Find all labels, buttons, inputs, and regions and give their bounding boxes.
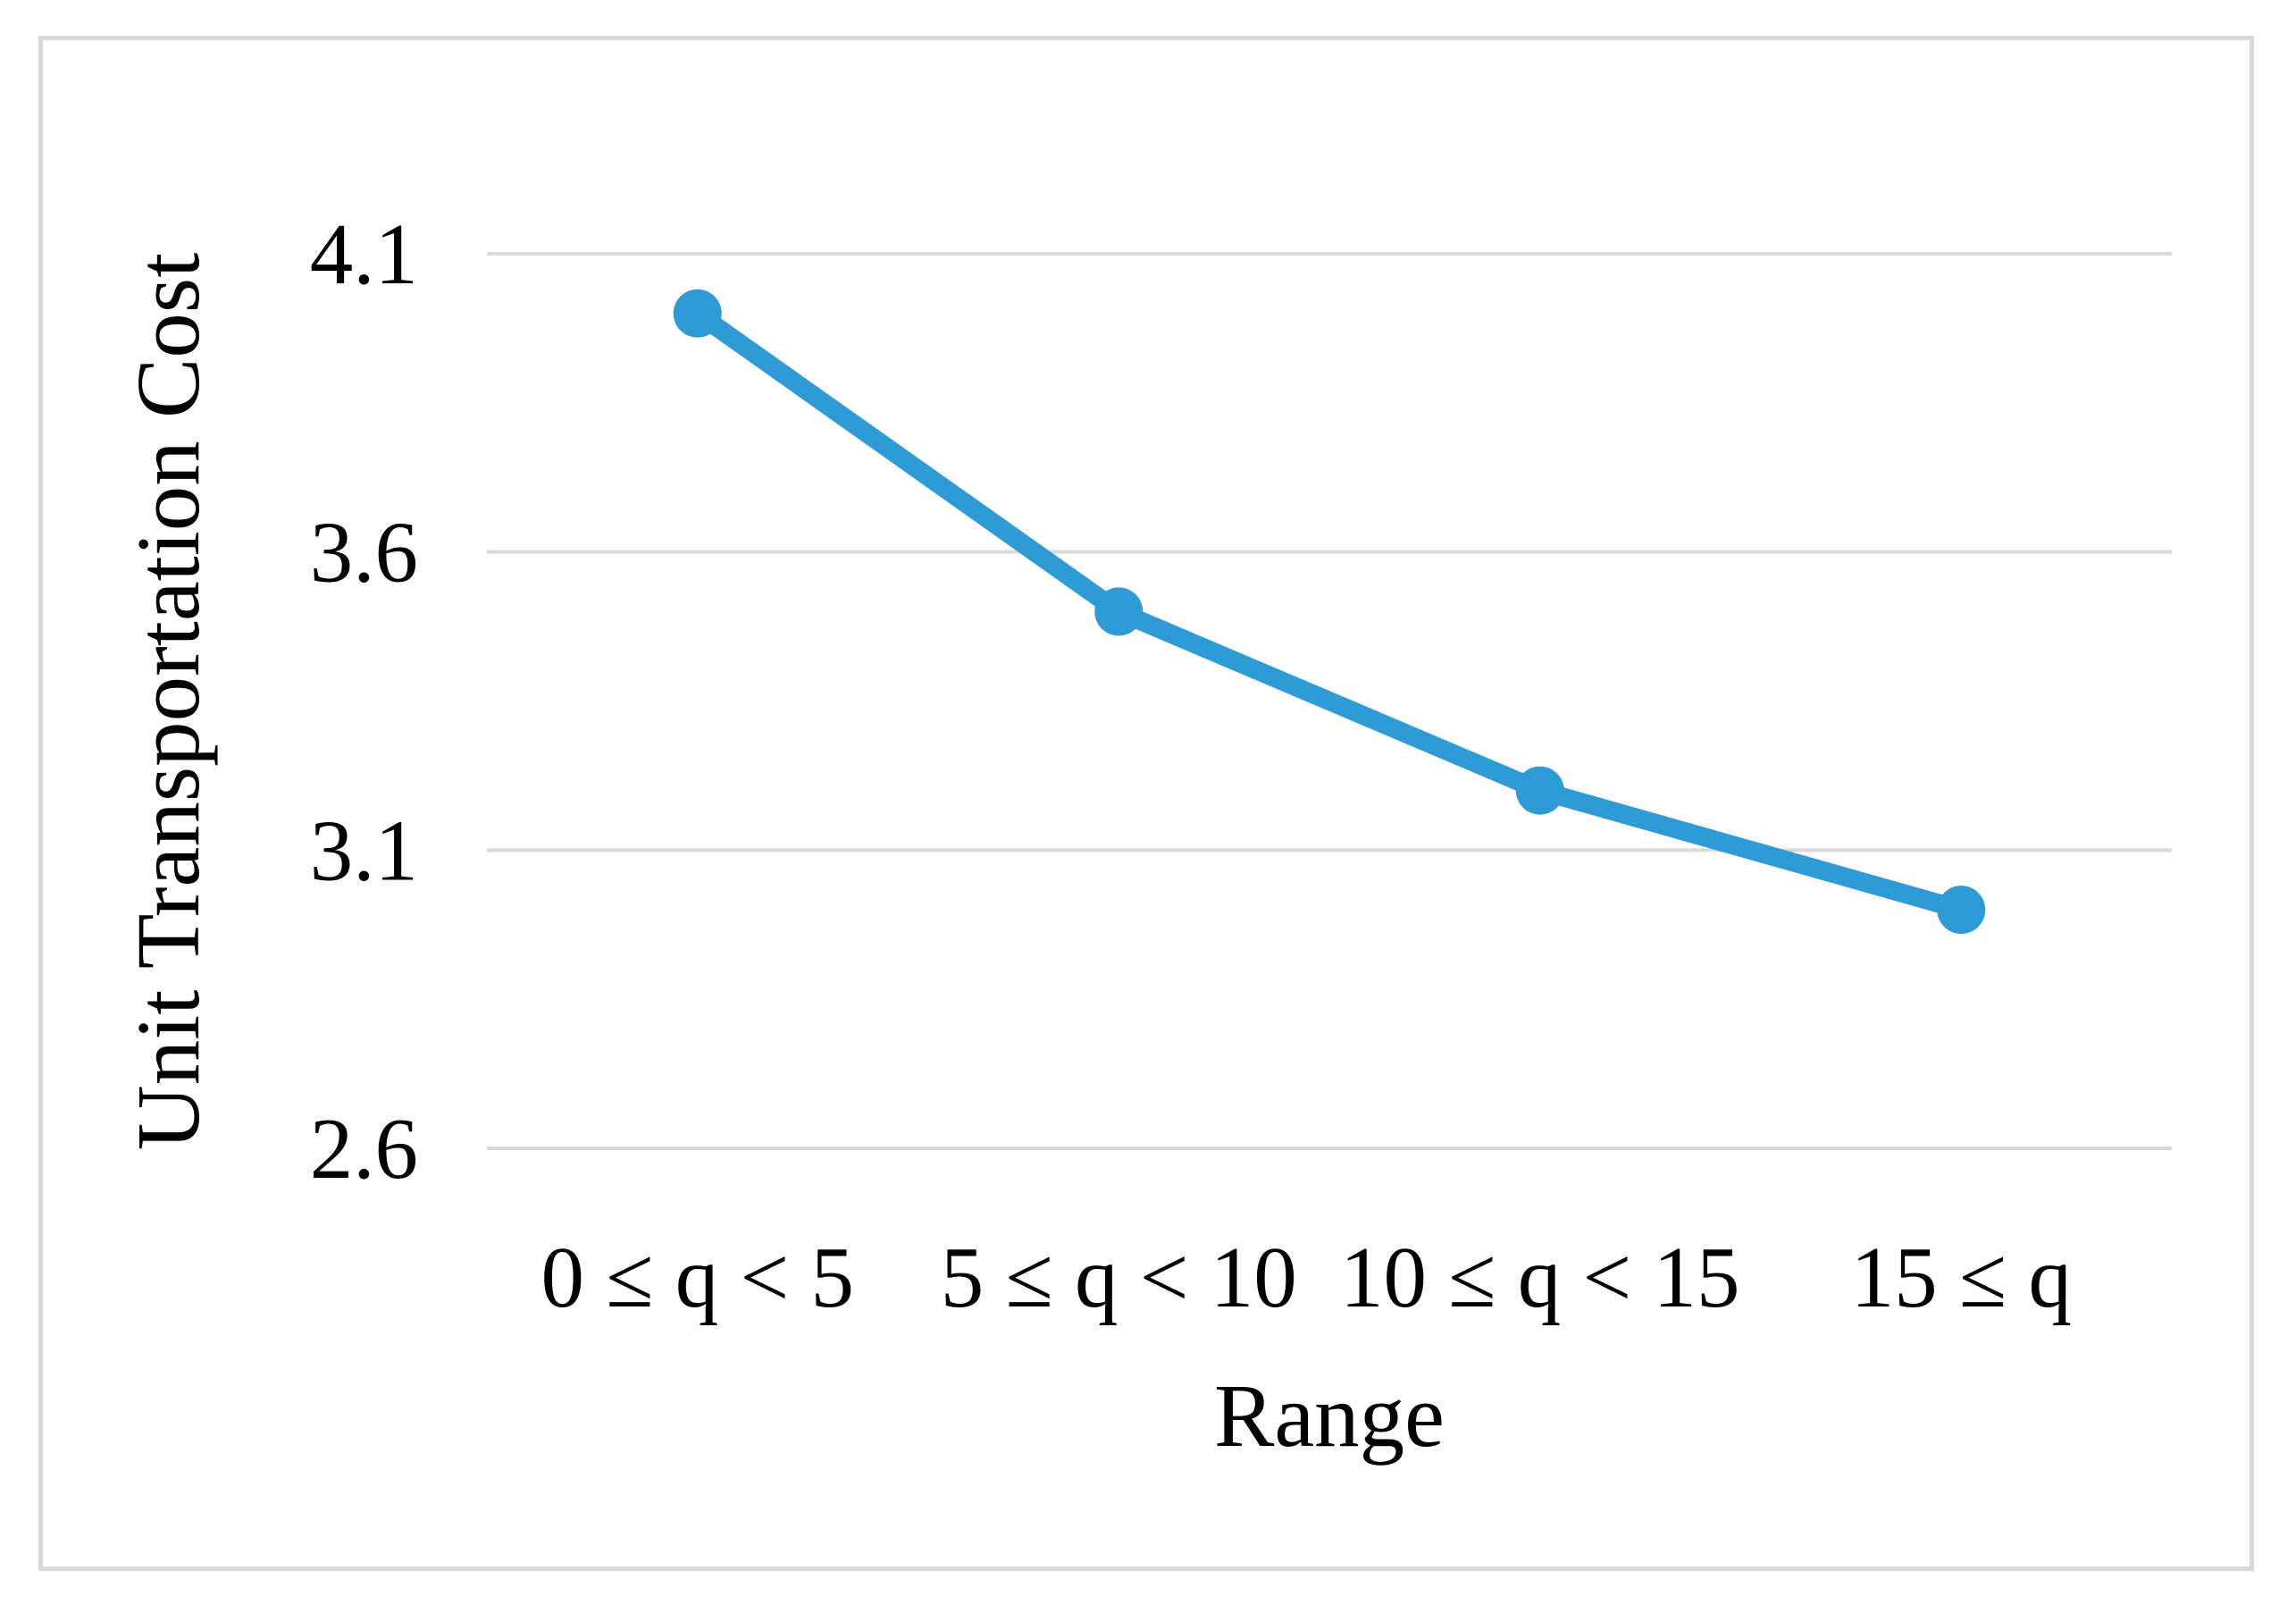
y-tick-label: 3.1	[310, 802, 418, 898]
x-axis-tick-labels: 0 ≤ q < 5 5 ≤ q < 10 10 ≤ q < 15 15 ≤ q	[541, 1230, 2072, 1325]
x-axis-title: Range	[1214, 1365, 1445, 1466]
data-point-marker	[1515, 766, 1564, 815]
series-group	[673, 289, 1986, 935]
x-tick-label: 10 ≤ q < 15	[1340, 1230, 1739, 1325]
data-point-marker	[1094, 587, 1144, 636]
x-tick-label: 15 ≤ q	[1851, 1230, 2072, 1325]
x-tick-label: 0 ≤ q < 5	[541, 1230, 854, 1325]
y-axis-tick-labels: 4.1 3.6 3.1 2.6	[310, 206, 418, 1197]
series-line	[688, 304, 1971, 920]
y-tick-label: 3.6	[310, 505, 418, 601]
chart-border-frame	[38, 36, 2254, 1571]
y-tick-label: 2.6	[310, 1101, 418, 1197]
data-point-marker	[673, 289, 722, 338]
y-axis-title: Unit Transportation Cost	[118, 253, 218, 1151]
x-tick-label: 5 ≤ q < 10	[941, 1230, 1297, 1325]
data-point-marker	[1937, 886, 1986, 935]
y-tick-label: 4.1	[310, 206, 418, 302]
gridlines-group	[487, 252, 2172, 1150]
